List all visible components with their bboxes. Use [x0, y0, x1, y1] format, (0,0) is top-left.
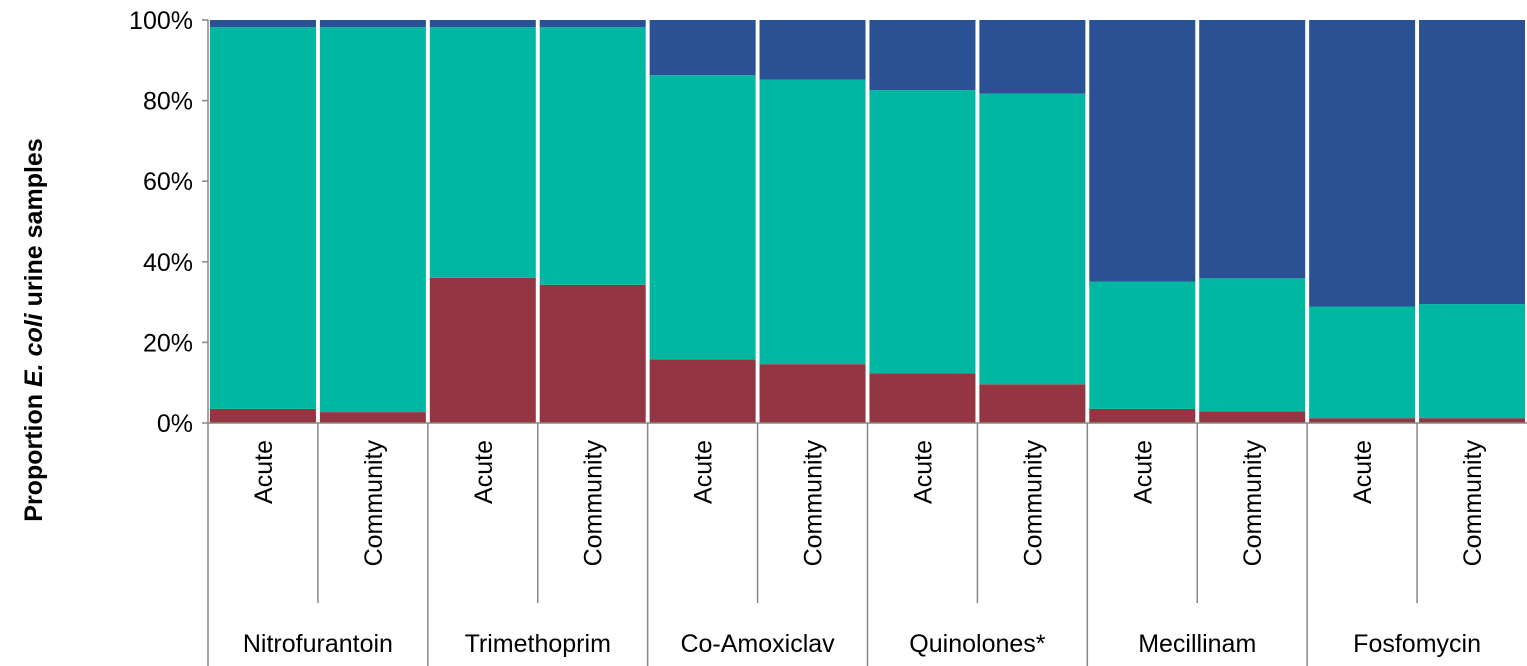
bar-segment-11-series-2	[1419, 20, 1526, 305]
bar-segment-11-series-1	[1419, 304, 1526, 419]
bar-segment-4-series-0	[649, 359, 756, 423]
bar-segment-8-series-1	[1089, 281, 1196, 409]
bar-segment-9-series-0	[1199, 411, 1306, 423]
x-category-label: Community	[1019, 440, 1047, 567]
x-group-label: Nitrofurantoin	[243, 630, 393, 658]
bar-segment-0-series-0	[209, 408, 316, 423]
bar-segment-6-series-2	[869, 20, 976, 91]
x-category-label: Acute	[250, 440, 278, 504]
bar-segment-1-series-1	[319, 27, 426, 413]
bar-segment-0-series-2	[209, 20, 316, 28]
bar-segment-9-series-1	[1199, 278, 1306, 412]
bar-segment-1-series-2	[319, 20, 426, 28]
bar-segment-6-series-1	[869, 90, 976, 374]
x-category-label: Community	[360, 440, 388, 567]
x-category-label: Acute	[690, 440, 718, 504]
x-group-label: Fosfomycin	[1353, 630, 1481, 658]
y-axis-title: Proportion E. coli urine samples	[20, 138, 48, 521]
x-category-label: Acute	[909, 440, 937, 504]
bar-segment-7-series-2	[979, 20, 1086, 94]
x-category-labels: Acute Community Acute Community Acute Communi…	[243, 440, 1487, 658]
x-category-label: Acute	[1129, 440, 1157, 504]
bars-layer	[209, 20, 1526, 423]
bar-segment-9-series-2	[1199, 20, 1306, 279]
bar-segment-10-series-2	[1309, 20, 1416, 307]
x-group-label: Mecillinam	[1138, 630, 1256, 658]
x-group-label: Quinolones*	[909, 630, 1045, 658]
x-category-label: Community	[580, 440, 608, 567]
y-tick-label: 100%	[129, 7, 193, 35]
bar-segment-0-series-1	[209, 27, 316, 409]
x-category-label: Acute	[1349, 440, 1377, 504]
bar-segment-2-series-2	[429, 20, 536, 28]
bar-segment-7-series-1	[979, 93, 1086, 385]
y-tick-label: 60%	[143, 168, 193, 196]
bar-segment-3-series-0	[539, 284, 646, 423]
bar-segment-5-series-2	[759, 20, 866, 80]
bar-segment-8-series-0	[1089, 408, 1196, 423]
bar-segment-3-series-1	[539, 27, 646, 285]
bar-segment-11-series-0	[1419, 418, 1526, 423]
bar-segment-4-series-2	[649, 20, 756, 76]
bar-segment-3-series-2	[539, 20, 646, 28]
x-category-label: Community	[1459, 440, 1487, 567]
y-tick-label: 80%	[143, 88, 193, 116]
bar-segment-10-series-0	[1309, 418, 1416, 423]
bar-segment-8-series-2	[1089, 20, 1196, 282]
y-tick-label: 20%	[143, 329, 193, 357]
bar-segment-5-series-1	[759, 79, 866, 365]
bar-segment-7-series-0	[979, 384, 1086, 423]
axes-layer	[202, 19, 1527, 666]
x-group-label: Trimethoprim	[465, 630, 611, 658]
x-category-label: Community	[800, 440, 828, 567]
bar-segment-6-series-0	[869, 373, 976, 423]
x-category-label: Community	[1239, 440, 1267, 567]
y-tick-labels: 0% 20% 40% 60% 80% 100%	[129, 7, 193, 438]
bar-segment-10-series-1	[1309, 306, 1416, 419]
y-tick-label: 0%	[157, 410, 193, 438]
y-tick-label: 40%	[143, 249, 193, 277]
bar-segment-4-series-1	[649, 75, 756, 360]
bar-segment-2-series-1	[429, 27, 536, 278]
bar-segment-2-series-0	[429, 277, 536, 423]
bar-segment-5-series-0	[759, 364, 866, 423]
x-category-label: Acute	[470, 440, 498, 504]
bar-segment-1-series-0	[319, 412, 426, 423]
x-group-label: Co-Amoxiclav	[680, 630, 835, 658]
